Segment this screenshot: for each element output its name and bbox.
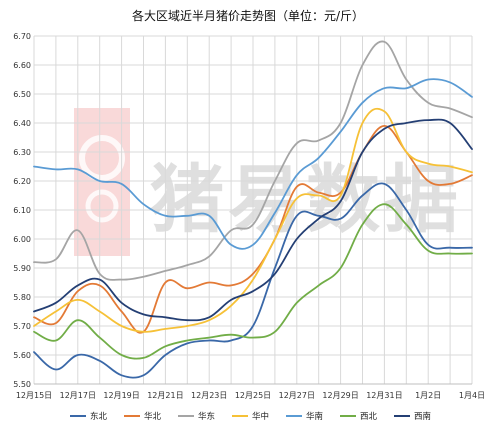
y-tick-label: 6.10	[13, 206, 31, 215]
y-tick-label: 5.70	[13, 322, 31, 331]
y-tick-label: 6.30	[13, 148, 31, 157]
series-lines	[33, 40, 473, 379]
legend-label: 西南	[414, 411, 431, 422]
legend-label: 东北	[90, 411, 108, 422]
y-tick-label: 5.90	[13, 264, 31, 273]
y-tick-label: 6.20	[13, 177, 31, 186]
y-tick-label: 5.50	[13, 380, 31, 389]
x-tick-label: 12月25日	[235, 391, 271, 400]
x-tick-label: 12月31日	[366, 391, 402, 400]
y-axis: 5.50 5.60 5.70 5.80 5.90 6.00 6.10 6.20 6.30 6.40…	[13, 32, 31, 389]
y-tick-label: 5.60	[13, 351, 31, 360]
legend-label: 华北	[144, 411, 162, 422]
legend: 东北 华北 华东 华中 华南 西北 西南	[70, 411, 431, 422]
series-line-4	[33, 78, 473, 250]
x-tick-label: 12月19日	[103, 391, 139, 400]
legend-label: 华中	[252, 411, 269, 422]
x-tick-label: 12月27日	[279, 391, 315, 400]
series-line-3	[33, 107, 473, 333]
x-tick-label: 12月15日	[16, 391, 52, 400]
chart-title: 各大区域近半月猪价走势图（单位：元/斤）	[132, 8, 364, 23]
series-line-0	[33, 182, 473, 379]
series-line-6	[33, 118, 473, 322]
legend-label: 华东	[198, 411, 215, 422]
x-axis: 12月15日 12月17日 12月19日 12月21日 12月23日 12月25日 12月2…	[16, 383, 485, 400]
legend-label: 西北	[360, 412, 378, 422]
y-tick-label: 6.70	[13, 32, 31, 41]
legend-label: 华南	[306, 411, 323, 422]
x-tick-label: 12月29日	[322, 391, 358, 400]
x-tick-label: 12月17日	[60, 391, 96, 400]
x-tick-label: 1月2日	[415, 391, 441, 400]
y-tick-label: 6.50	[13, 90, 31, 99]
x-tick-label: 12月21日	[147, 391, 183, 400]
y-tick-label: 5.80	[13, 293, 31, 302]
watermark-badge-ring-small	[85, 189, 119, 223]
series-line-2	[33, 40, 473, 281]
series-line-5	[33, 203, 473, 360]
x-tick-label: 1月4日	[459, 391, 485, 400]
y-tick-label: 6.40	[13, 119, 31, 128]
y-tick-label: 6.60	[13, 61, 31, 70]
y-tick-label: 6.00	[13, 235, 31, 244]
x-tick-label: 12月23日	[191, 391, 227, 400]
